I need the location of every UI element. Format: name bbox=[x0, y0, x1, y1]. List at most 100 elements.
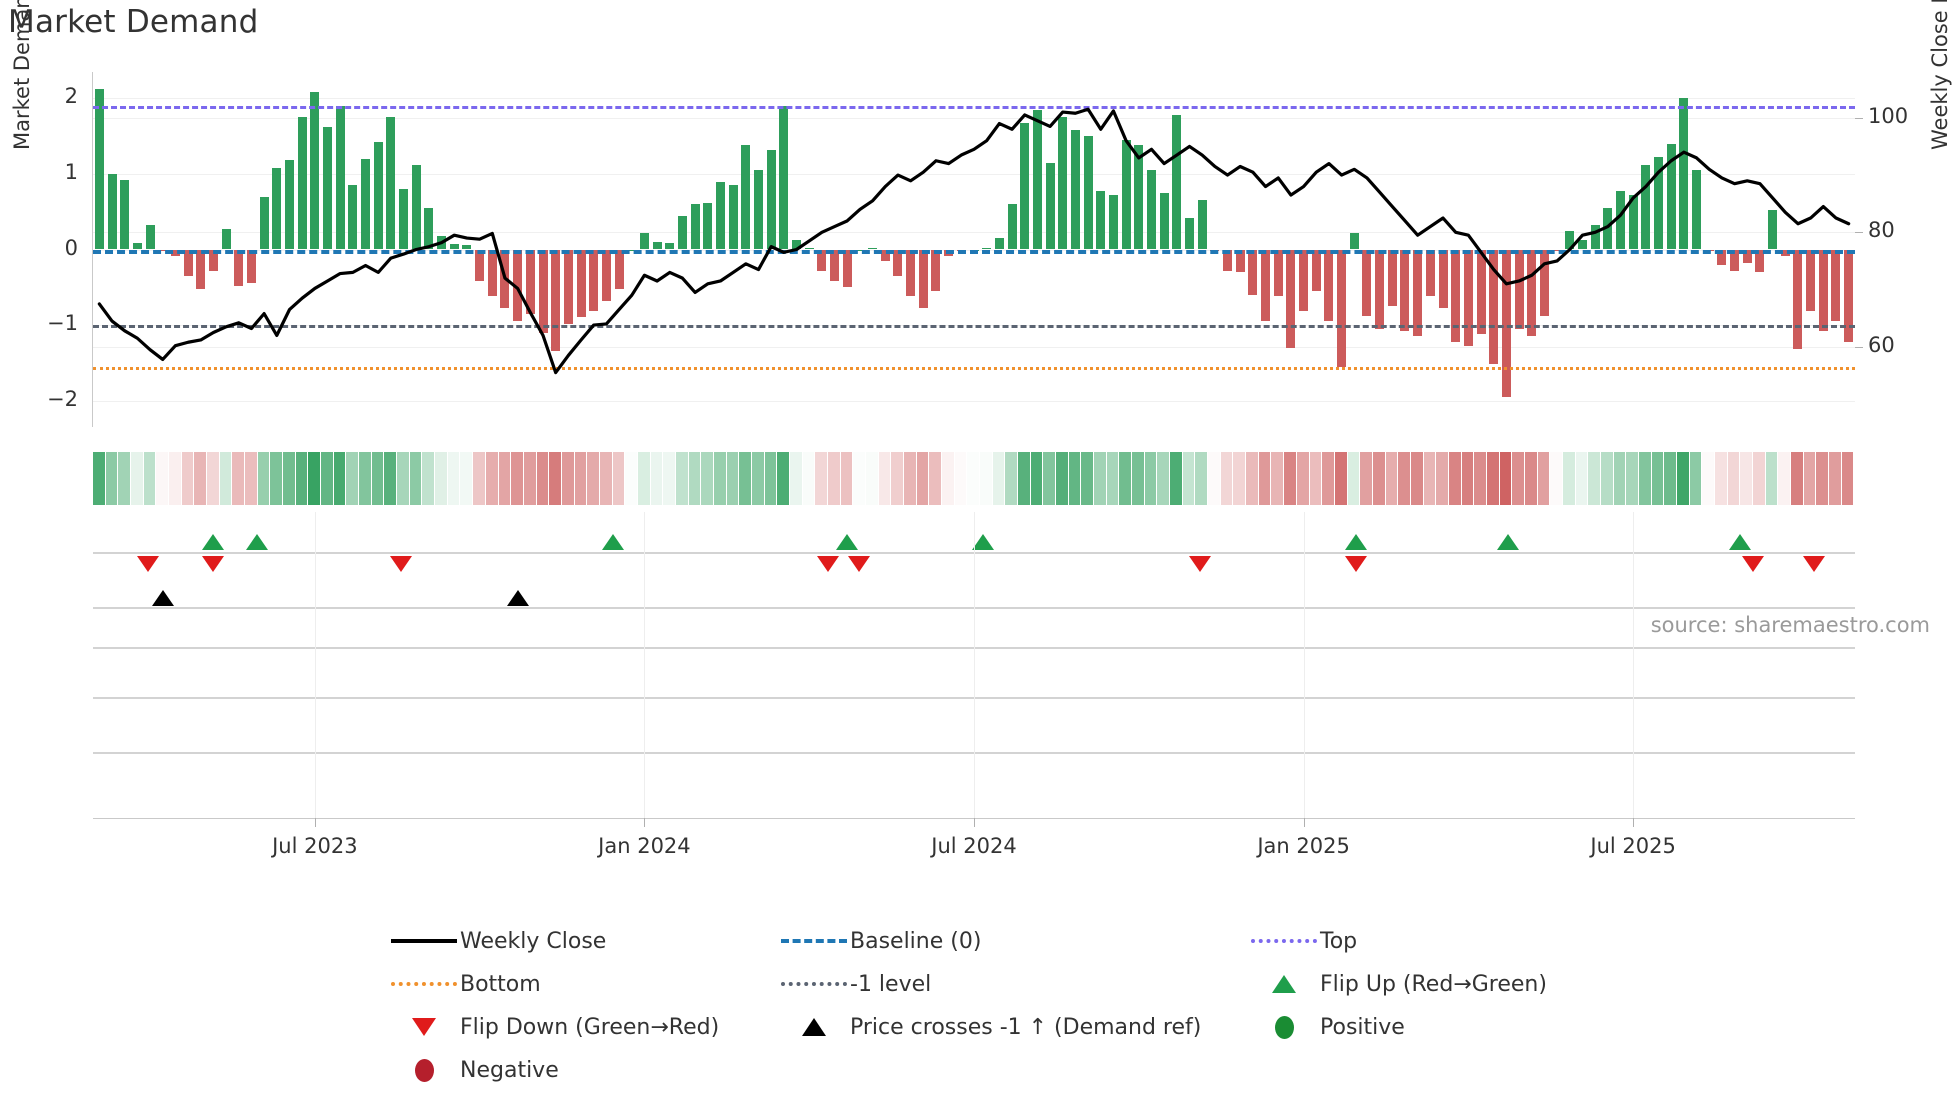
demand-bar bbox=[513, 249, 523, 322]
heat-cell bbox=[536, 452, 549, 505]
heat-cell bbox=[1499, 452, 1512, 505]
heat-cell bbox=[650, 452, 663, 505]
y-axis-right-tick: 80 bbox=[1868, 218, 1895, 243]
demand-bar bbox=[880, 249, 890, 261]
chart-legend: Weekly Close Baseline (0) Top Bottom -1 leve… bbox=[388, 928, 1688, 1083]
legend-item[interactable]: Price crosses -1 ↑ (Demand ref) bbox=[778, 1014, 1248, 1040]
demand-bar bbox=[842, 249, 852, 288]
heat-cell bbox=[93, 452, 105, 505]
legend-item[interactable]: Top bbox=[1248, 928, 1688, 954]
gridline bbox=[93, 400, 1855, 402]
bottom-reference-line bbox=[93, 366, 1855, 370]
legend-item[interactable]: Weekly Close bbox=[388, 928, 778, 954]
heat-cell bbox=[1246, 452, 1258, 505]
demand-bar bbox=[728, 185, 738, 250]
demand-bar bbox=[475, 249, 485, 282]
demand-bar bbox=[703, 202, 713, 250]
demand-bar bbox=[120, 180, 130, 250]
heat-cell bbox=[929, 452, 942, 505]
heat-cell bbox=[346, 452, 359, 505]
demand-bar bbox=[817, 249, 827, 271]
heat-cell bbox=[599, 452, 612, 505]
legend-symbol-glyph bbox=[781, 982, 847, 986]
heat-cell bbox=[992, 452, 1005, 505]
heat-cell bbox=[1157, 452, 1170, 505]
heat-cell bbox=[1309, 452, 1322, 505]
demand-bar bbox=[1083, 136, 1093, 250]
y-axis-right-label: Weekly Close Price bbox=[1928, 0, 1952, 150]
demand-bar bbox=[1539, 249, 1549, 316]
heat-cell bbox=[1258, 452, 1271, 505]
demand-bar bbox=[1172, 115, 1182, 250]
flip-down-marker bbox=[201, 556, 224, 572]
demand-bar bbox=[1235, 249, 1245, 273]
legend-item[interactable]: Positive bbox=[1248, 1014, 1688, 1040]
demand-bar bbox=[1337, 249, 1347, 367]
heat-cell bbox=[1005, 452, 1018, 505]
demand-bar bbox=[1159, 192, 1169, 250]
heat-cell bbox=[1550, 452, 1562, 505]
heat-cell bbox=[904, 452, 916, 505]
heat-cell bbox=[713, 452, 726, 505]
heat-cell bbox=[612, 452, 625, 505]
demand-bar bbox=[449, 244, 459, 250]
heat-cell bbox=[891, 452, 903, 505]
base-reference-line bbox=[93, 249, 1855, 254]
legend-item[interactable]: Bottom bbox=[388, 971, 778, 997]
x-axis-tick-label: Jul 2025 bbox=[1590, 834, 1676, 858]
heat-cell bbox=[1195, 452, 1208, 505]
heat-cell bbox=[1334, 452, 1347, 505]
demand-bar bbox=[1007, 204, 1017, 250]
legend-symbol-glyph bbox=[1272, 975, 1296, 993]
demand-bar bbox=[1438, 249, 1448, 309]
legend-item-label: Weekly Close bbox=[460, 928, 607, 954]
flip-down-marker bbox=[816, 556, 839, 572]
heat-cell bbox=[295, 452, 308, 505]
heat-cell bbox=[549, 452, 561, 505]
demand-bar bbox=[931, 249, 941, 292]
demand-bar bbox=[652, 241, 662, 250]
demand-bar bbox=[665, 243, 675, 250]
flip-down-marker bbox=[1803, 556, 1826, 572]
demand-bar bbox=[639, 232, 649, 250]
flip-up-marker bbox=[836, 534, 859, 550]
legend-item[interactable]: Flip Up (Red→Green) bbox=[1248, 971, 1688, 997]
demand-bar bbox=[576, 249, 586, 318]
demand-bar bbox=[1768, 210, 1778, 250]
x-axis-tick-label: Jan 2024 bbox=[598, 834, 691, 858]
heat-cell bbox=[663, 452, 675, 505]
demand-bar bbox=[297, 117, 307, 250]
heat-cell bbox=[675, 452, 688, 505]
legend-item[interactable]: Negative bbox=[388, 1057, 778, 1083]
x-gridline bbox=[314, 512, 316, 818]
y-axis-left-tick: −1 bbox=[47, 311, 78, 336]
flip-up-marker bbox=[601, 534, 624, 550]
demand-bar bbox=[94, 89, 104, 250]
demand-bar bbox=[1793, 249, 1803, 350]
page-title: Market Demand bbox=[8, 4, 259, 40]
legend-item[interactable]: Baseline (0) bbox=[778, 928, 1248, 954]
demand-bar bbox=[1375, 249, 1385, 329]
demand-bar bbox=[1349, 232, 1359, 250]
demand-bar bbox=[1603, 207, 1613, 250]
demand-bar bbox=[183, 249, 193, 276]
legend-symbol-glyph bbox=[391, 982, 457, 986]
heat-cell bbox=[789, 452, 802, 505]
legend-item[interactable]: -1 level bbox=[778, 971, 1248, 997]
demand-bar bbox=[1489, 249, 1499, 365]
legend-symbol-glyph bbox=[781, 939, 847, 943]
demand-bar bbox=[1058, 117, 1068, 250]
demand-bar bbox=[1514, 249, 1524, 329]
heat-cell bbox=[1360, 452, 1372, 505]
heat-cell bbox=[1753, 452, 1765, 505]
heat-cell bbox=[1474, 452, 1486, 505]
heat-cell bbox=[1727, 452, 1740, 505]
heat-cell bbox=[245, 452, 257, 505]
heat-cell bbox=[980, 452, 992, 505]
heat-cell bbox=[1410, 452, 1423, 505]
legend-item[interactable]: Flip Down (Green→Red) bbox=[388, 1014, 778, 1040]
legend-item-label: Flip Up (Red→Green) bbox=[1320, 971, 1547, 997]
heat-cell bbox=[587, 452, 599, 505]
dotted-line-gray-icon bbox=[778, 971, 850, 997]
y-axis-left-tick: 0 bbox=[64, 235, 78, 260]
